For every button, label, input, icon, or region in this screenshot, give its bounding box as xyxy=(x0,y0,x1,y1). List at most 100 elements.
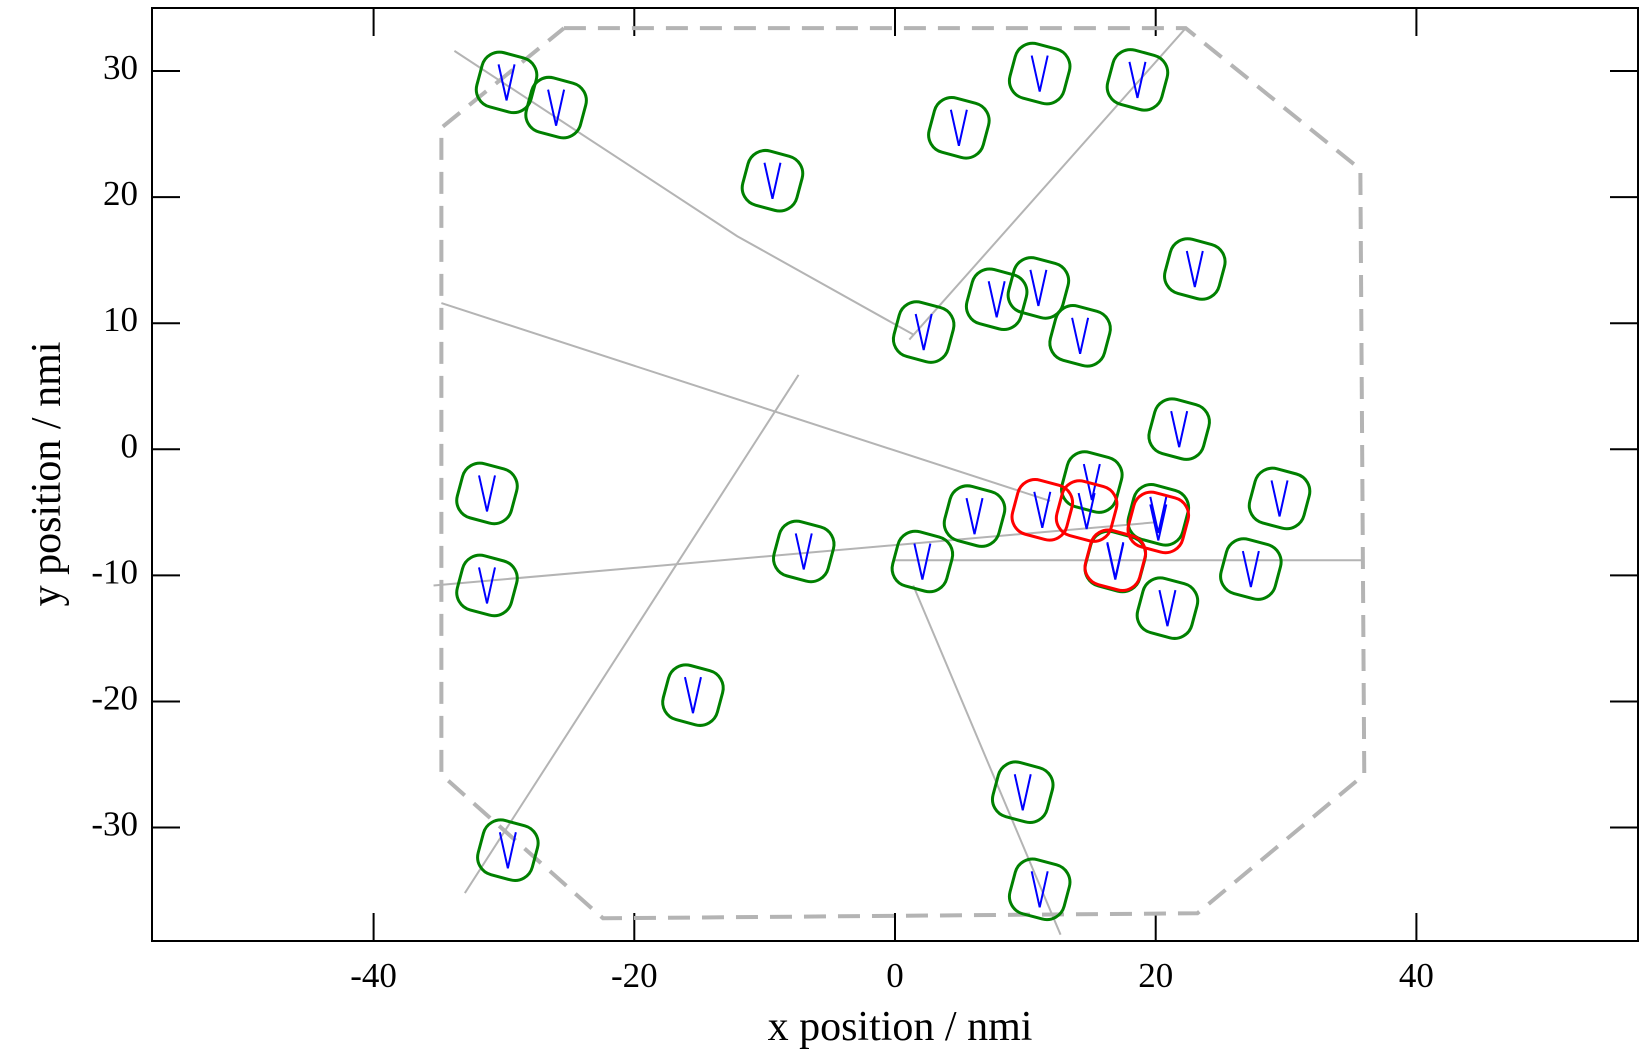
aircraft-zone xyxy=(1006,256,1071,320)
aircraft xyxy=(964,267,1029,331)
aircraft-heading xyxy=(1029,269,1048,307)
aircraft-zone xyxy=(1126,490,1191,555)
aircraft xyxy=(891,300,956,364)
aircraft-zone xyxy=(661,663,725,727)
aircraft-zone xyxy=(1247,466,1312,531)
aircraft-heading xyxy=(914,313,933,351)
aircraft-heading xyxy=(763,162,782,199)
aircraft xyxy=(455,461,519,526)
aircraft xyxy=(772,519,836,584)
aircraft xyxy=(740,148,805,213)
x-tick-label: 20 xyxy=(1138,956,1173,995)
trajectory xyxy=(433,521,1155,587)
trajectory xyxy=(908,27,1187,341)
aircraft xyxy=(455,553,519,618)
y-tick-label: 0 xyxy=(121,426,139,465)
aircraft-zone xyxy=(1007,41,1072,106)
y-tick-label: -20 xyxy=(91,678,138,717)
aircraft-heading xyxy=(1033,491,1052,529)
aircraft-zone xyxy=(891,300,956,364)
aircraft-heading xyxy=(1241,550,1260,588)
aircraft-heading xyxy=(1149,504,1168,541)
aircraft-heading xyxy=(1030,871,1049,908)
aircraft-heading xyxy=(1170,410,1189,448)
aircraft xyxy=(927,96,991,160)
aircraft-zone xyxy=(1054,479,1119,543)
aircraft-heading xyxy=(794,533,813,570)
aircraft-zone xyxy=(1007,857,1072,922)
aircraft xyxy=(1147,397,1211,461)
aircraft-heading xyxy=(965,497,984,535)
aircraft-zone xyxy=(990,760,1055,824)
aircraft-heading xyxy=(1071,317,1090,355)
y-tick-label: 30 xyxy=(103,48,138,87)
aircraft xyxy=(1006,256,1071,320)
aircraft-heading xyxy=(1013,774,1032,811)
x-axis-label: x position / nmi xyxy=(768,1004,1033,1050)
aircraft-zone xyxy=(772,519,836,584)
aircraft-zone xyxy=(890,529,955,594)
aircraft-zone xyxy=(964,267,1029,331)
aircraft-heading xyxy=(683,676,702,714)
aircraft xyxy=(1247,466,1312,531)
aircraft-heading xyxy=(1077,492,1096,530)
aircraft-zone xyxy=(1060,450,1124,514)
aircraft xyxy=(1126,490,1191,555)
boundary xyxy=(439,26,1367,921)
x-tick-label: 0 xyxy=(886,956,904,995)
aircraft-zone xyxy=(1105,48,1170,112)
aircraft-heading xyxy=(1185,250,1204,288)
aircraft xyxy=(1105,48,1170,112)
aircraft xyxy=(1083,528,1148,592)
aircraft xyxy=(1054,479,1119,543)
aircraft xyxy=(942,484,1007,548)
aircraft-heading xyxy=(949,109,968,146)
aircraft xyxy=(1060,450,1124,514)
aircraft-heading xyxy=(547,89,566,126)
aircraft xyxy=(474,50,539,115)
aircraft-heading xyxy=(1106,542,1125,579)
aircraft-heading xyxy=(497,64,516,101)
trajectory xyxy=(912,585,1062,936)
x-tick-label: 40 xyxy=(1399,956,1434,995)
aircraft-heading xyxy=(1149,496,1168,534)
trajectory xyxy=(464,374,800,894)
aircraft xyxy=(1007,41,1072,106)
aircraft-zone xyxy=(740,148,805,213)
aircraft-heading xyxy=(478,567,496,604)
aircraft-zone xyxy=(942,484,1007,548)
aircraft-zone xyxy=(1163,237,1227,301)
aircraft xyxy=(1007,857,1072,922)
y-tick-label: 20 xyxy=(103,174,138,213)
aircraft xyxy=(524,75,588,140)
aircraft-zone xyxy=(1048,304,1112,368)
y-tick-label: -30 xyxy=(91,805,138,844)
aircraft xyxy=(1219,537,1283,601)
aircraft xyxy=(476,818,540,882)
x-tick-label: -20 xyxy=(611,956,658,995)
aircraft-heading xyxy=(1158,589,1177,627)
trajectory xyxy=(453,50,914,336)
aircraft xyxy=(990,760,1055,824)
aircraft xyxy=(1163,237,1227,301)
y-tick-label: -10 xyxy=(91,552,138,591)
aircraft xyxy=(1135,576,1200,640)
aircraft-heading xyxy=(1082,463,1101,501)
aircraft xyxy=(890,529,955,594)
aircraft-zone xyxy=(476,818,540,882)
aircraft-zone xyxy=(524,75,588,140)
aircraft-zone xyxy=(1126,483,1191,547)
plot-frame xyxy=(151,7,1639,942)
aircraft xyxy=(1048,304,1112,368)
aircraft-heading xyxy=(1128,61,1147,99)
x-tick-label: -40 xyxy=(350,956,397,995)
aircraft-heading xyxy=(1270,480,1289,517)
aircraft xyxy=(661,663,725,727)
aircraft-heading xyxy=(478,475,496,512)
aircraft-zone xyxy=(927,96,991,160)
aircraft-heading xyxy=(1030,55,1049,92)
aircraft-zone xyxy=(1219,537,1283,601)
trajectory xyxy=(441,302,1051,502)
aircraft-heading xyxy=(913,543,932,580)
